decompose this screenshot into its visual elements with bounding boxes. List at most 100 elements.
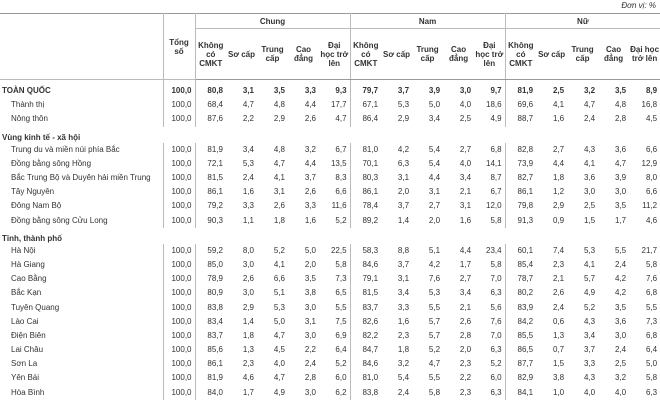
total-cell: 100,0: [162, 371, 195, 386]
value-cell: 3,0: [614, 330, 627, 340]
value-cell: 3,9: [428, 86, 441, 96]
value-cell: 67,1: [349, 98, 382, 113]
value-cell: 81,9: [194, 142, 226, 157]
value-cell: 5,8: [645, 259, 658, 269]
table-row: Tỉnh, thành phố: [0, 228, 660, 244]
value-cell: 3,5: [614, 302, 627, 312]
value-cell: 4,7: [273, 330, 285, 340]
value-cell: 2,0: [428, 215, 441, 225]
row-label: Nông thôn: [11, 114, 48, 124]
value-cell: 5,2: [583, 302, 596, 312]
value-cell: 0,7: [552, 345, 565, 355]
subcolumn-header: Cao đẳng: [288, 28, 319, 80]
value-cell: 86,1: [194, 357, 226, 372]
value-cell: 81,0: [349, 371, 382, 386]
row-label: Đồng bằng sông Hồng: [11, 158, 92, 168]
value-cell: 83,4: [194, 314, 226, 329]
value-cell: 4,0: [583, 387, 596, 397]
value-cell: 86,4: [349, 112, 382, 127]
value-cell: 4,4: [428, 173, 441, 183]
value-cell: 82,7: [504, 170, 537, 186]
row-label: Tây Nguyên: [11, 187, 55, 197]
value-cell: 3,7: [583, 345, 596, 355]
value-cell: 5,5: [645, 302, 658, 312]
value-cell: 3,6: [614, 316, 627, 326]
value-cell: 84,1: [504, 385, 537, 400]
value-cell: 2,6: [304, 187, 316, 197]
label-header: [0, 13, 163, 80]
value-cell: 4,7: [335, 114, 347, 124]
value-cell: 6,8: [490, 144, 502, 154]
value-cell: 2,5: [552, 86, 565, 96]
value-cell: 2,6: [459, 316, 472, 326]
value-cell: 5,4: [397, 373, 410, 383]
row-label: Cao Bằng: [11, 274, 47, 284]
value-cell: 7,3: [335, 274, 347, 284]
value-cell: 6,9: [335, 330, 347, 340]
value-cell: 3,3: [304, 86, 316, 96]
value-cell: 4,9: [583, 288, 596, 298]
value-cell: 3,4: [428, 114, 441, 124]
subcolumn-header: Cao đẳng: [443, 28, 475, 80]
value-cell: 4,3: [583, 373, 596, 383]
row-label: Lai Châu: [11, 345, 44, 355]
value-cell: 8,0: [242, 245, 254, 255]
total-cell: 100,0: [162, 243, 195, 258]
value-cell: 4,1: [273, 173, 285, 183]
value-cell: 7,6: [645, 274, 658, 284]
section-label: Vùng kinh tế - xã hội: [2, 132, 81, 142]
value-cell: 73,9: [504, 156, 537, 171]
value-cell: 4,5: [273, 345, 285, 355]
value-cell: 58,3: [349, 243, 382, 258]
value-cell: 2,4: [242, 173, 254, 183]
value-cell: 83,7: [194, 328, 226, 343]
value-cell: 5,7: [583, 274, 596, 284]
value-cell: 1,3: [242, 345, 254, 355]
value-cell: 6,4: [335, 345, 347, 355]
value-cell: 59,2: [194, 243, 226, 258]
total-header: Tổng số: [162, 13, 195, 80]
value-cell: 0,9: [552, 215, 565, 225]
value-cell: 3,0: [242, 288, 254, 298]
value-cell: 84,0: [194, 385, 226, 400]
value-cell: 2,4: [614, 345, 627, 355]
value-cell: 12,0: [486, 201, 502, 211]
value-cell: 3,4: [583, 330, 596, 340]
value-cell: 3,6: [583, 173, 596, 183]
value-cell: 2,2: [242, 114, 254, 124]
value-cell: 88,7: [504, 112, 537, 127]
value-cell: 1,6: [552, 114, 565, 124]
value-cell: 80,3: [349, 170, 382, 186]
value-cell: 1,3: [552, 330, 565, 340]
value-cell: 2,6: [273, 201, 285, 211]
value-cell: 13,5: [330, 158, 347, 168]
value-cell: 4,1: [552, 100, 565, 110]
value-cell: 21,7: [641, 245, 658, 255]
section-label: Tỉnh, thành phố: [2, 233, 62, 243]
value-cell: 80,9: [194, 286, 226, 301]
value-cell: 3,8: [304, 288, 316, 298]
value-cell: 5,0: [645, 359, 658, 369]
value-cell: 4,0: [273, 359, 285, 369]
subcolumn-header: Sơ cấp: [226, 28, 257, 80]
value-cell: 3,1: [242, 86, 254, 96]
value-cell: 3,5: [304, 274, 316, 284]
total-cell: 100,0: [162, 185, 195, 200]
value-cell: 85,4: [504, 257, 537, 273]
value-cell: 7,3: [645, 316, 658, 326]
value-cell: 4,6: [242, 373, 254, 383]
value-cell: 5,8: [490, 215, 502, 225]
value-cell: 3,7: [397, 86, 410, 96]
value-cell: 69,6: [504, 98, 537, 113]
value-cell: 2,6: [552, 288, 565, 298]
value-cell: 4,7: [583, 100, 596, 110]
value-cell: 12,9: [641, 158, 658, 168]
value-cell: 1,8: [552, 173, 565, 183]
value-cell: 86,1: [349, 185, 382, 200]
value-cell: 9,7: [490, 86, 502, 96]
value-cell: 5,7: [428, 330, 441, 340]
value-cell: 4,4: [304, 100, 316, 110]
value-cell: 3,7: [304, 173, 316, 183]
value-cell: 84,7: [349, 343, 382, 358]
value-cell: 5,6: [490, 302, 502, 312]
